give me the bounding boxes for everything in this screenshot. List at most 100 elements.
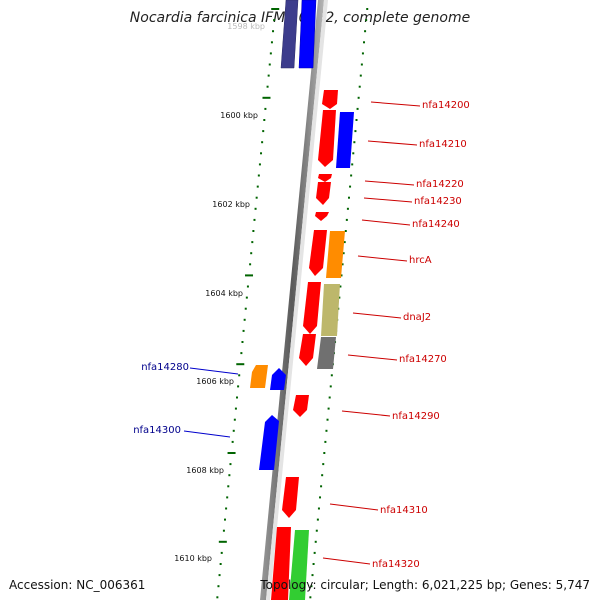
gene-nfa14200[interactable] [322,90,338,109]
scale-tick [273,19,276,22]
scale-tick [357,96,360,99]
scale-tick [227,485,230,488]
gene-label[interactable]: nfa14280 [141,362,189,373]
gene-label[interactable]: nfa14290 [392,411,440,422]
scale-tick [268,63,271,66]
genome-summary: Topology: circular; Length: 6,021,225 bp… [260,578,590,592]
gene-nfa14310[interactable] [282,477,299,518]
gene-label[interactable]: nfa14240 [412,219,460,230]
scale-tick [225,507,228,510]
scale-tick [338,296,341,299]
scale-tick [218,574,221,577]
scale-tick [217,585,220,588]
scale-tick [267,74,270,77]
gene-nfa14280-orange[interactable] [250,365,268,388]
scale-tick [251,241,254,244]
scale-tick [262,130,265,133]
scale-tick [330,374,333,377]
scale-tick [244,307,247,310]
gene-nfa14320-green[interactable] [289,530,309,600]
accession-label: Accession: NC_006361 [9,578,146,592]
gene-block[interactable] [298,0,317,69]
scale-tick [263,119,266,121]
scale-tick [341,263,344,266]
scale-tick [219,563,222,565]
gene-nfa14270-gray[interactable] [317,337,336,369]
gene-hrcA-orange[interactable] [326,231,345,278]
scale-tick [228,474,231,477]
scale-tick [246,285,249,288]
scale-tick [260,152,263,155]
scale-label: 1610 kbp [174,554,212,563]
scale-tick [231,440,234,443]
gene-nfa14240[interactable] [315,212,329,221]
scale-tick [342,252,345,255]
gene-label[interactable]: nfa14310 [380,505,428,516]
gene-label[interactable]: nfa14230 [414,196,462,207]
scale-tick [314,540,317,543]
scale-tick [344,230,347,232]
scale-tick [329,385,332,388]
scale-tick [272,30,275,33]
scale-tick [316,518,319,521]
gene-dnaJ2[interactable] [303,282,321,334]
gene-label[interactable]: hrcA [409,255,432,266]
scale-tick [233,418,236,421]
scale-tick [310,585,313,588]
scale-tick [315,529,318,532]
scale-tick [254,207,257,210]
scale-tick [324,440,327,443]
scale-ticks-left [216,8,280,599]
scale-tick [245,296,248,299]
scale-tick [345,218,348,221]
gene-nfa14300[interactable] [259,415,279,470]
scale-tick [349,185,352,188]
gene-nfa14220[interactable] [318,174,332,182]
gene-nfa14270[interactable] [299,334,316,366]
gene-nfa14230[interactable] [316,182,331,205]
scale-label: 1602 kbp [212,200,250,209]
scale-tick [354,130,357,133]
gene-label[interactable]: dnaJ2 [403,312,431,323]
scale-tick [319,496,322,499]
gene-label[interactable]: nfa14220 [416,179,464,190]
scale-tick [232,429,235,432]
scale-tick [253,218,256,221]
scale-tick [262,96,271,99]
gene-label[interactable]: nfa14270 [399,354,447,365]
gene-nfa14290[interactable] [293,395,309,417]
scale-label: 1604 kbp [205,289,243,298]
gene-dnaJ2-khaki[interactable] [321,284,340,336]
scale-tick [258,163,261,166]
scale-tick [242,329,245,332]
scale-tick [271,8,280,10]
gene-nfa14320[interactable] [271,527,291,600]
gene-hrcA[interactable] [309,230,327,276]
gene-nfa14210-blue[interactable] [336,112,354,168]
gene-label[interactable]: nfa14320 [372,559,420,570]
scale-tick [343,241,346,244]
scale-tick [347,196,350,199]
scale-tick [227,452,236,454]
scale-tick [250,252,253,255]
scale-label: 1600 kbp [220,111,258,120]
scale-tick [237,385,240,388]
gene-block[interactable] [280,0,299,69]
scale-tick [216,596,219,599]
gene-nfa14280[interactable] [270,368,286,390]
scale-tick [236,363,245,366]
gene-label[interactable]: nfa14200 [422,100,470,111]
scale-label: 1608 kbp [186,466,224,475]
scale-label-top: 1598 kbp [227,22,265,31]
scale-tick [234,407,237,410]
scale-tick [222,529,225,532]
scale-tick [364,30,367,33]
scale-tick [351,163,354,166]
scale-tick [366,8,369,10]
gene-label[interactable]: nfa14210 [419,139,467,150]
scale-tick [241,341,244,343]
gene-label[interactable]: nfa14300 [133,425,181,436]
gene-nfa14210[interactable] [318,110,336,167]
